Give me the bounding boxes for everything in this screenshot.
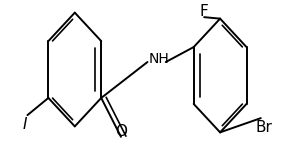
Text: F: F <box>200 4 208 19</box>
Text: NH: NH <box>149 52 169 66</box>
Text: Br: Br <box>255 120 272 135</box>
Text: O: O <box>115 124 127 139</box>
Text: I: I <box>22 117 27 132</box>
